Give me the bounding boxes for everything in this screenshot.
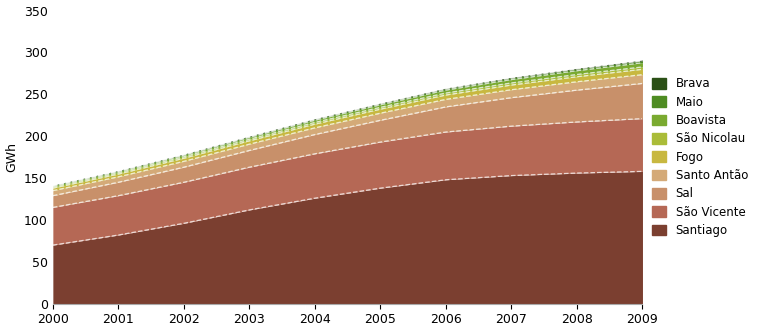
Y-axis label: GWh: GWh bbox=[5, 142, 19, 172]
Legend: Brava, Maio, Boavista, São Nicolau, Fogo, Santo Antão, Sal, São Vicente, Santiag: Brava, Maio, Boavista, São Nicolau, Fogo… bbox=[649, 74, 752, 240]
